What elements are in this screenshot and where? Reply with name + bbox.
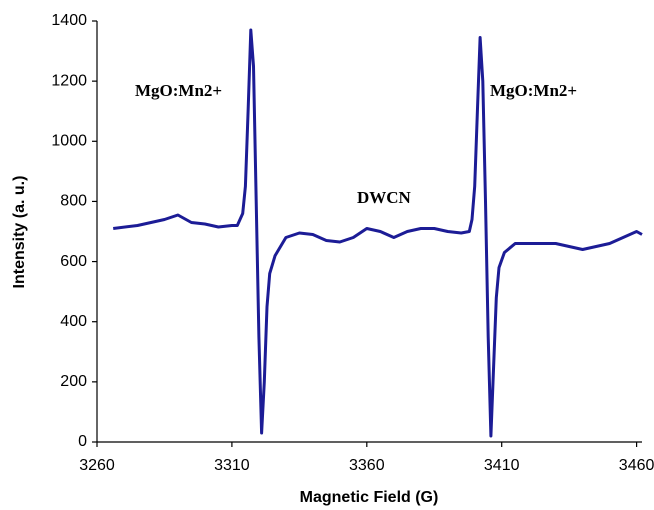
x-tick-label: 3410 — [484, 457, 520, 474]
y-tick-label: 1400 — [51, 12, 87, 29]
x-tick-label: 3260 — [79, 457, 115, 474]
x-tick-label: 3460 — [619, 457, 654, 474]
y-tick-label: 200 — [60, 373, 87, 390]
y-axis-title: Intensity (a. u.) — [11, 176, 28, 289]
annotation: MgO:Mn2+ — [135, 81, 222, 100]
y-tick-label: 400 — [60, 313, 87, 330]
spectrum-line — [113, 28, 643, 438]
y-tick-label: 1200 — [51, 72, 87, 89]
y-tick-label: 800 — [60, 193, 87, 210]
x-axis-title: Magnetic Field (G) — [300, 489, 439, 506]
x-tick-label: 3310 — [214, 457, 250, 474]
x-tick-label: 3360 — [349, 457, 385, 474]
y-tick-label: 1000 — [51, 133, 87, 150]
y-tick-label: 0 — [78, 433, 87, 450]
annotation: DWCN — [357, 188, 412, 207]
annotation: MgO:Mn2+ — [490, 81, 577, 100]
y-tick-label: 600 — [60, 253, 87, 270]
